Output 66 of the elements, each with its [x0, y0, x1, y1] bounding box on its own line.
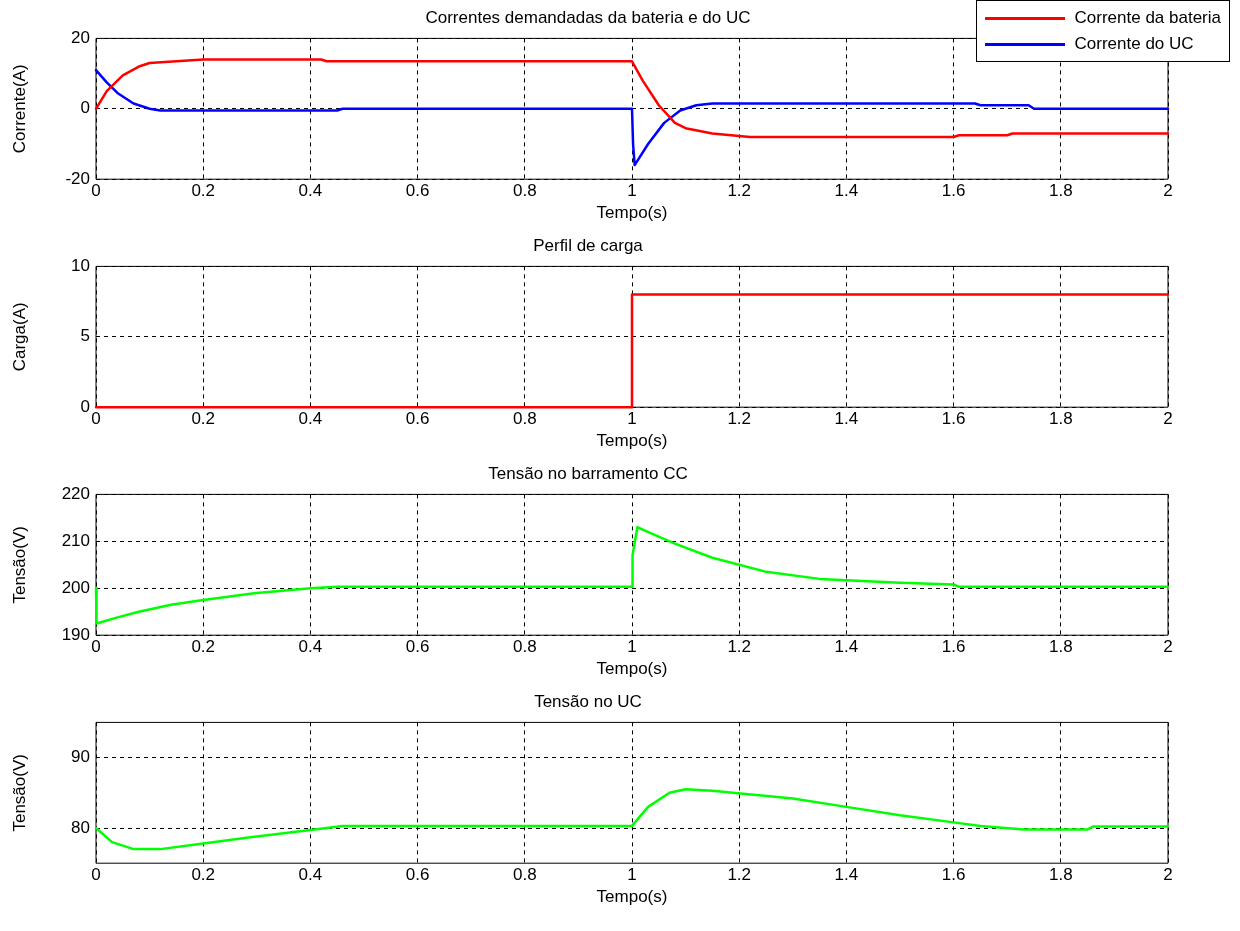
x-tick-label: 1.8 — [1048, 865, 1073, 885]
y-tick-label: 220 — [61, 484, 90, 504]
x-tick-label: 1.6 — [941, 637, 966, 657]
x-tick-label: 2 — [1163, 865, 1173, 885]
x-tick-label: 1.6 — [941, 409, 966, 429]
x-axis-title: Tempo(s) — [596, 887, 668, 907]
x-axis-title: Tempo(s) — [596, 431, 668, 451]
x-tick-label: 1 — [627, 181, 637, 201]
y-axis-title: Tensão(V) — [9, 526, 29, 604]
x-tick-label: 0.6 — [405, 181, 430, 201]
chart-title: Tensão no barramento CC — [488, 463, 688, 483]
x-tick-label: 1.8 — [1048, 637, 1073, 657]
x-tick-label: 0.8 — [512, 637, 537, 657]
y-tick-label: 210 — [61, 531, 90, 551]
x-tick-label: 0.6 — [405, 637, 430, 657]
x-tick-label: 2 — [1163, 181, 1173, 201]
x-axis-title: Tempo(s) — [596, 203, 668, 223]
x-tick-label: 1 — [627, 865, 637, 885]
y-axis-title: Corrente(A) — [9, 64, 29, 154]
x-tick-label: 0.8 — [512, 865, 537, 885]
x-tick-label: 1.4 — [834, 181, 859, 201]
x-tick-label: 1.4 — [834, 865, 859, 885]
y-tick-label: 5 — [80, 326, 90, 346]
x-tick-label: 1.6 — [941, 865, 966, 885]
x-tick-label: 1 — [627, 409, 637, 429]
x-tick-label: 1.2 — [727, 181, 752, 201]
y-axis-title: Carga(A) — [9, 302, 29, 372]
x-tick-label: 0.2 — [191, 409, 216, 429]
x-tick-label: 1.8 — [1048, 181, 1073, 201]
y-tick-label: 10 — [71, 256, 90, 276]
y-axis-title: Tensão(V) — [9, 754, 29, 832]
legend-label: Corrente do UC — [1074, 33, 1194, 55]
y-tick-label: 20 — [71, 28, 90, 48]
x-tick-label: 1.8 — [1048, 409, 1073, 429]
x-tick-label: 0.4 — [298, 409, 323, 429]
x-tick-label: 1 — [627, 637, 637, 657]
x-tick-label: 0.4 — [298, 181, 323, 201]
x-tick-label: 1.6 — [941, 181, 966, 201]
y-tick-label: 190 — [61, 624, 90, 644]
chart-title: Correntes demandadas da bateria e do UC — [425, 7, 751, 27]
x-tick-label: 1.4 — [834, 409, 859, 429]
x-tick-label: 1.2 — [727, 865, 752, 885]
x-tick-label: 0.8 — [512, 409, 537, 429]
y-tick-label: 0 — [80, 396, 90, 416]
x-tick-label: 0.4 — [298, 637, 323, 657]
x-axis-title: Tempo(s) — [596, 659, 668, 679]
x-tick-label: 0.6 — [405, 409, 430, 429]
y-tick-label: 0 — [80, 98, 90, 118]
x-tick-label: 1.2 — [727, 637, 752, 657]
x-tick-label: 0.4 — [298, 865, 323, 885]
x-tick-label: 1.4 — [834, 637, 859, 657]
y-tick-label: -20 — [65, 168, 90, 188]
legend-label: Corrente da bateria — [1074, 7, 1221, 29]
y-tick-label: 200 — [61, 577, 90, 597]
x-tick-label: 0.8 — [512, 181, 537, 201]
x-tick-label: 2 — [1163, 637, 1173, 657]
y-tick-label: 80 — [71, 817, 90, 837]
chart-title: Perfil de carga — [533, 235, 644, 255]
x-tick-label: 0.2 — [191, 637, 216, 657]
x-tick-label: 2 — [1163, 409, 1173, 429]
x-tick-label: 0.2 — [191, 181, 216, 201]
y-tick-label: 90 — [71, 747, 90, 767]
x-tick-label: 0.2 — [191, 865, 216, 885]
x-tick-label: 0.6 — [405, 865, 430, 885]
chart-title: Tensão no UC — [534, 691, 642, 711]
x-tick-label: 1.2 — [727, 409, 752, 429]
